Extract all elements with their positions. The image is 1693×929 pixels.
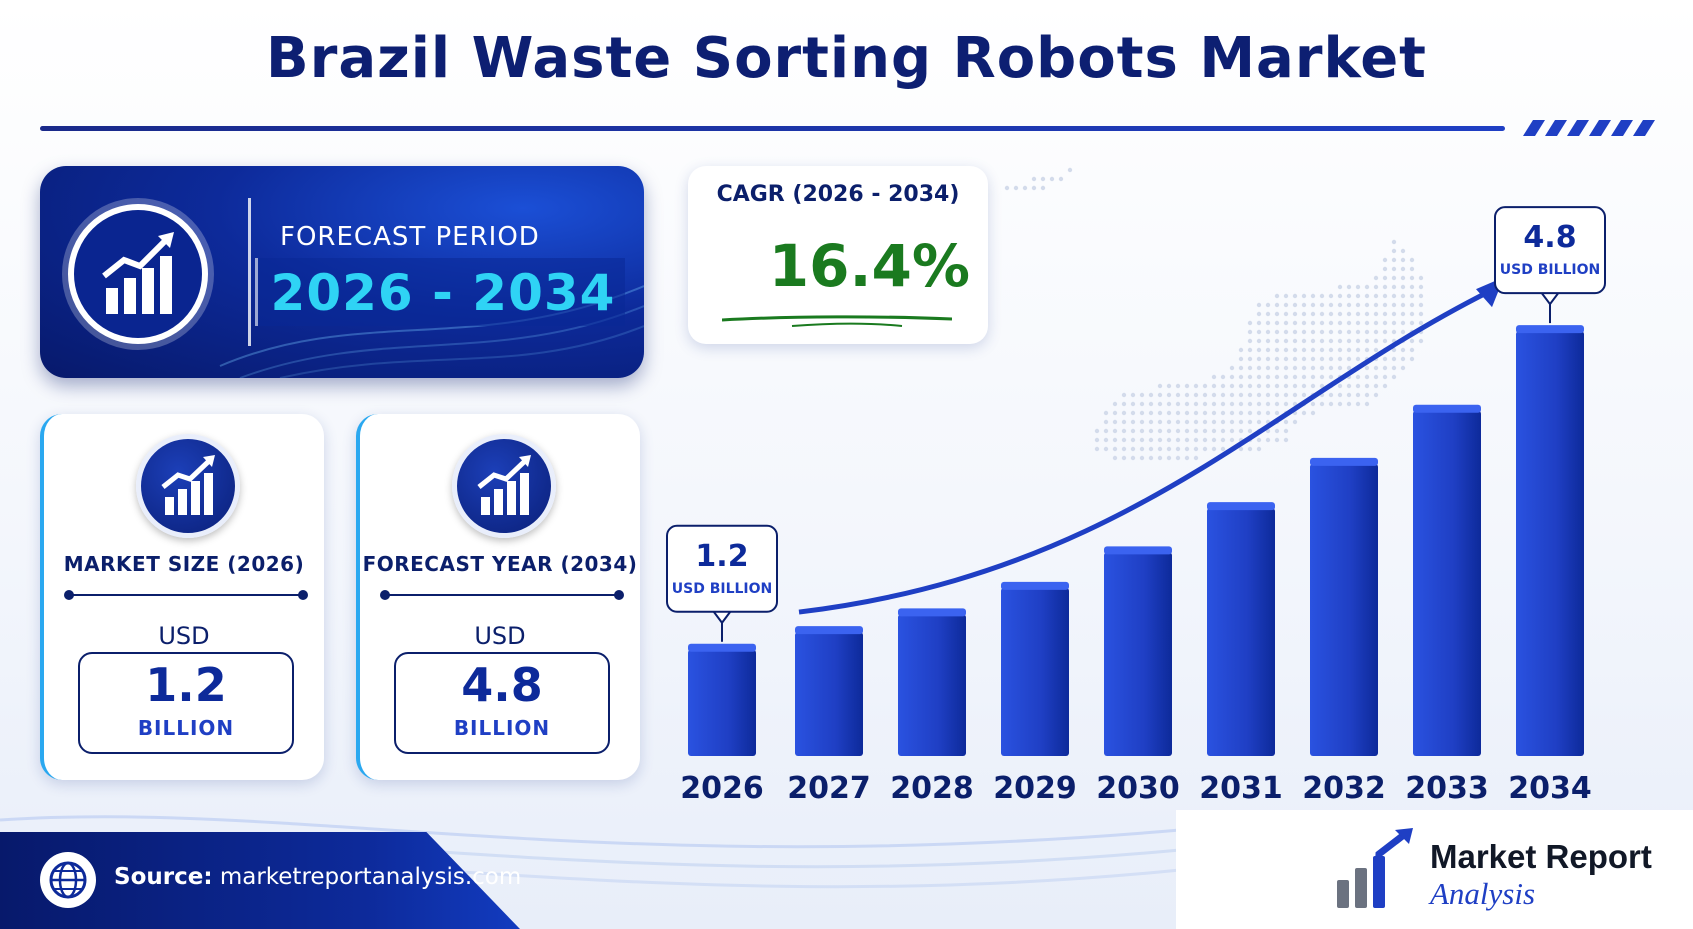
x-tick-label: 2030 <box>1096 771 1180 806</box>
title-underline <box>40 126 1505 131</box>
x-tick-label: 2034 <box>1508 771 1592 806</box>
forecast-chart-icon <box>68 204 208 344</box>
bar-2031 <box>1207 508 1275 756</box>
forecast-year-label: FORECAST YEAR (2034) <box>362 552 638 576</box>
bar-2028 <box>898 614 966 756</box>
market-size-chart-icon <box>136 434 240 538</box>
callout-value: 1.2 <box>695 539 748 574</box>
bar-cap-2033 <box>1413 404 1481 413</box>
bar-2032 <box>1310 463 1378 756</box>
callout-2034: 4.8 USD BILLION <box>1494 206 1606 324</box>
source-text: Source: marketreportanalysis.com <box>114 864 521 890</box>
bar-2033 <box>1413 410 1481 756</box>
bar-2026 <box>688 649 756 756</box>
divider-dot <box>298 590 308 600</box>
x-tick-label: 2033 <box>1405 771 1489 806</box>
callout-value: 4.8 <box>1523 220 1576 255</box>
bar-cap-2030 <box>1104 546 1172 555</box>
x-tick-label: 2032 <box>1302 771 1386 806</box>
page-title: Brazil Waste Sorting Robots Market <box>266 26 1427 91</box>
cagr-card: CAGR (2026 - 2034) 16.4% <box>688 166 988 344</box>
forecast-year-value-box: 4.8 BILLION <box>394 652 610 754</box>
x-tick-label: 2031 <box>1199 771 1283 806</box>
divider-dot <box>380 590 390 600</box>
market-size-card: MARKET SIZE (2026) USD 1.2 BILLION <box>40 414 324 780</box>
forecast-year-currency: USD <box>474 622 526 650</box>
bar-cap-2032 <box>1310 457 1378 466</box>
callout-unit: USD BILLION <box>672 581 773 597</box>
bar-2027 <box>795 632 863 756</box>
forecast-period-label: FORECAST PERIOD <box>280 222 540 252</box>
callout-2026: 1.2 USD BILLION <box>666 524 778 642</box>
bar-cap-2027 <box>795 626 863 635</box>
callout-unit: USD BILLION <box>1500 262 1601 278</box>
bar-cap-2029 <box>1001 581 1069 590</box>
source-label: Source: <box>114 864 213 890</box>
market-size-value-box: 1.2 BILLION <box>78 652 294 754</box>
market-size-value: 1.2 <box>145 658 227 712</box>
forecast-year-card: FORECAST YEAR (2034) USD 4.8 BILLION <box>356 414 640 780</box>
market-size-unit: BILLION <box>137 716 235 740</box>
market-size-currency: USD <box>158 622 210 650</box>
forecast-year-value: 4.8 <box>461 658 543 712</box>
divider-dot <box>64 590 74 600</box>
market-report-logo-icon <box>1337 828 1413 908</box>
cagr-swoosh <box>722 315 952 327</box>
bar-2034 <box>1516 331 1584 756</box>
bar-cap-2028 <box>898 608 966 617</box>
forecast-period-value: 2026 - 2034 <box>270 264 616 322</box>
divider-dot <box>614 590 624 600</box>
market-bar-chart: 2026 2027 2028 2029 2030 2031 2032 2033 2034 1.2… <box>666 167 1606 806</box>
logo-text-line1: Market Report <box>1430 838 1652 875</box>
forecast-year-chart-icon <box>452 434 556 538</box>
forecast-period-card: FORECAST PERIOD 2026 - 2034 <box>40 166 644 378</box>
trend-arrow <box>798 288 1492 615</box>
forecast-value-box: 2026 - 2034 <box>255 258 625 326</box>
logo-area <box>1176 810 1693 929</box>
divider-line <box>382 594 622 596</box>
forecast-divider <box>248 198 251 346</box>
world-map-dots <box>905 167 1424 461</box>
divider-line <box>66 594 306 596</box>
x-tick-label: 2028 <box>890 771 974 806</box>
title-stripes <box>1523 120 1655 136</box>
x-tick-label: 2027 <box>787 771 871 806</box>
cagr-value: 16.4% <box>768 232 970 300</box>
logo-text-line2: Analysis <box>1430 876 1536 911</box>
market-size-label: MARKET SIZE (2026) <box>63 552 305 576</box>
bar-2029 <box>1001 587 1069 756</box>
source-link[interactable]: marketreportanalysis.com <box>219 864 522 890</box>
bar-cap-2031 <box>1207 502 1275 511</box>
bar-2030 <box>1104 552 1172 756</box>
forecast-year-unit: BILLION <box>453 716 551 740</box>
globe-icon <box>40 852 96 908</box>
bar-cap-2034 <box>1516 325 1584 334</box>
x-tick-label: 2026 <box>680 771 764 806</box>
cagr-label: CAGR (2026 - 2034) <box>716 182 960 207</box>
x-tick-label: 2029 <box>993 771 1077 806</box>
bar-cap-2026 <box>688 643 756 652</box>
